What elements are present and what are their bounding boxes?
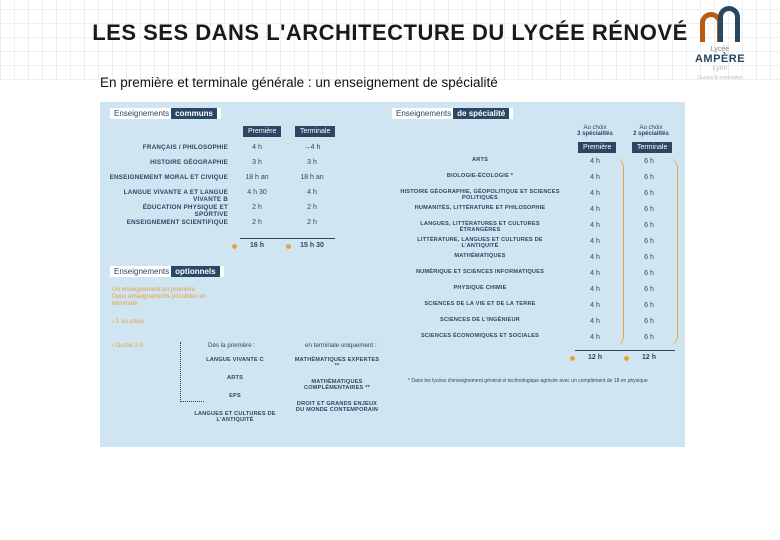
opt-line1: › 1 au choix (112, 318, 144, 325)
bullet-icon (624, 356, 629, 361)
spec-total-t: 12 h (632, 354, 666, 361)
subtitle: En première et terminale générale : un e… (100, 74, 660, 92)
opt-head2: en terminale uniquement : (305, 342, 377, 349)
spec-row-label: MATHÉMATIQUES (400, 254, 560, 260)
spec-val-p: 4 h (578, 222, 612, 229)
spec-row-label: SCIENCES DE LA VIE ET DE LA TERRE (400, 302, 560, 308)
spec-row-label: LANGUES, LITTÉRATURES ET CULTURES ÉTRANG… (400, 222, 560, 234)
spec-row-label: BIOLOGIE-ÉCOLOGIE * (400, 174, 560, 180)
spec-val-p: 4 h (578, 334, 612, 341)
communs-val-p: 2 h (240, 219, 274, 226)
spec-val-p: 4 h (578, 286, 612, 293)
communs-val-p: 3 h (240, 159, 274, 166)
opt-item: DROIT ET GRANDS ENJEUX DU MONDE CONTEMPO… (292, 402, 382, 414)
school-logo: Lycée AMPÈRE Lyon Cursus & Innovation (678, 6, 762, 81)
communs-val-t: 18 h an (295, 174, 329, 181)
spec-head-1: Au choix3 spécialités (570, 125, 620, 137)
communs-row-label: ENSEIGNEMENT MORAL ET CIVIQUE (108, 174, 228, 181)
spec-val-t: 6 h (632, 254, 666, 261)
logo-text-1: Lycée (678, 46, 762, 53)
spec-row-label: SCIENCES DE L'INGÉNIEUR (400, 318, 560, 324)
spec-val-t: 6 h (632, 222, 666, 229)
bracket-icon (668, 158, 678, 346)
spec-row-label: HUMANITÉS, LITTÉRATURE ET PHILOSOPHIE (400, 206, 560, 212)
spec-row-label: NUMÉRIQUE ET SCIENCES INFORMATIQUES (400, 270, 560, 276)
spec-label: Enseignementsde spécialité (392, 108, 513, 119)
spec-val-t: 6 h (632, 190, 666, 197)
connector-line (180, 342, 204, 402)
spec-val-t: 6 h (632, 286, 666, 293)
curriculum-chart: Enseignementscommuns Enseignementsde spé… (100, 102, 685, 447)
logo-text-4: Cursus & Innovation (678, 75, 762, 81)
spec-row-label: SCIENCES ÉCONOMIQUES ET SOCIALES (400, 334, 560, 340)
opt-item: LANGUES ET CULTURES DE L'ANTIQUITÉ (190, 412, 280, 424)
communs-total-p: 16 h (240, 242, 274, 249)
communs-val-p: 4 h (240, 144, 274, 151)
opt-head1: Dès la première : (208, 342, 255, 349)
page-title: LES SES DANS L'ARCHITECTURE DU LYCÉE RÉN… (70, 0, 710, 46)
communs-row-label: LANGUE VIVANTE A ET LANGUE VIVANTE B (108, 189, 228, 203)
spec-val-p: 4 h (578, 158, 612, 165)
col-terminale-1: Terminale (295, 126, 335, 137)
footnote: * Dans les lycées d'enseignement général… (408, 378, 673, 384)
bracket-icon (614, 158, 624, 346)
communs-label: Enseignementscommuns (110, 108, 221, 119)
opt-intro: Un enseignement en première Deux enseign… (112, 286, 222, 307)
spec-val-p: 4 h (578, 206, 612, 213)
spec-val-t: 6 h (632, 334, 666, 341)
communs-val-t: 4 h (295, 189, 329, 196)
communs-row-label: ÉDUCATION PHYSIQUE ET SPORTIVE (108, 204, 228, 218)
bullet-icon (570, 356, 575, 361)
spec-row-label: LITTÉRATURE, LANGUES ET CULTURES DE L'AN… (400, 238, 560, 250)
spec-val-t: 6 h (632, 206, 666, 213)
logo-arch-icon (700, 6, 740, 44)
col-premiere-2: Première (578, 142, 616, 153)
spec-val-p: 4 h (578, 318, 612, 325)
opt-line2: › Durée 3 h (112, 342, 143, 349)
communs-val-p: 2 h (240, 204, 274, 211)
total-line-2 (575, 350, 675, 351)
communs-row-label: FRANÇAIS / PHILOSOPHIE (108, 144, 228, 151)
communs-total-t: 15 h 30 (295, 242, 329, 249)
spec-val-p: 4 h (578, 270, 612, 277)
communs-row-label: ENSEIGNEMENT SCIENTIFIQUE (108, 219, 228, 226)
spec-val-p: 4 h (578, 174, 612, 181)
spec-val-t: 6 h (632, 174, 666, 181)
spec-val-t: 6 h (632, 302, 666, 309)
col-terminale-2: Terminale (632, 142, 672, 153)
logo-text-2: AMPÈRE (678, 53, 762, 65)
spec-val-t: 6 h (632, 270, 666, 277)
spec-val-p: 4 h (578, 190, 612, 197)
bullet-icon (232, 244, 237, 249)
communs-row-label: HISTOIRE GÉOGRAPHIE (108, 159, 228, 166)
col-premiere-1: Première (243, 126, 281, 137)
spec-head-2: Au choix2 spécialités (626, 125, 676, 137)
spec-val-t: 6 h (632, 158, 666, 165)
total-line-1 (240, 238, 335, 239)
opt-item: MATHÉMATIQUES EXPERTES ** (292, 358, 382, 370)
opt-item: MATHÉMATIQUES COMPLÉMENTAIRES ** (292, 380, 382, 392)
communs-val-t: 2 h (295, 219, 329, 226)
communs-val-t: 2 h (295, 204, 329, 211)
communs-val-p: 18 h an (240, 174, 274, 181)
spec-val-p: 4 h (578, 238, 612, 245)
spec-val-t: 6 h (632, 238, 666, 245)
spec-row-label: PHYSIQUE CHIMIE (400, 286, 560, 292)
spec-row-label: HISTOIRE GÉOGRAPHIE, GÉOPOLITIQUE ET SCI… (400, 190, 560, 202)
spec-total-p: 12 h (578, 354, 612, 361)
bullet-icon (286, 244, 291, 249)
spec-val-p: 4 h (578, 254, 612, 261)
opt-label: Enseignementsoptionnels (110, 266, 224, 277)
logo-text-3: Lyon (678, 65, 762, 72)
spec-val-t: 6 h (632, 318, 666, 325)
spec-row-label: ARTS (400, 158, 560, 164)
communs-val-p: 4 h 30 (240, 189, 274, 196)
communs-val-t: →4 h (295, 144, 329, 151)
spec-val-p: 4 h (578, 302, 612, 309)
communs-val-t: 3 h (295, 159, 329, 166)
